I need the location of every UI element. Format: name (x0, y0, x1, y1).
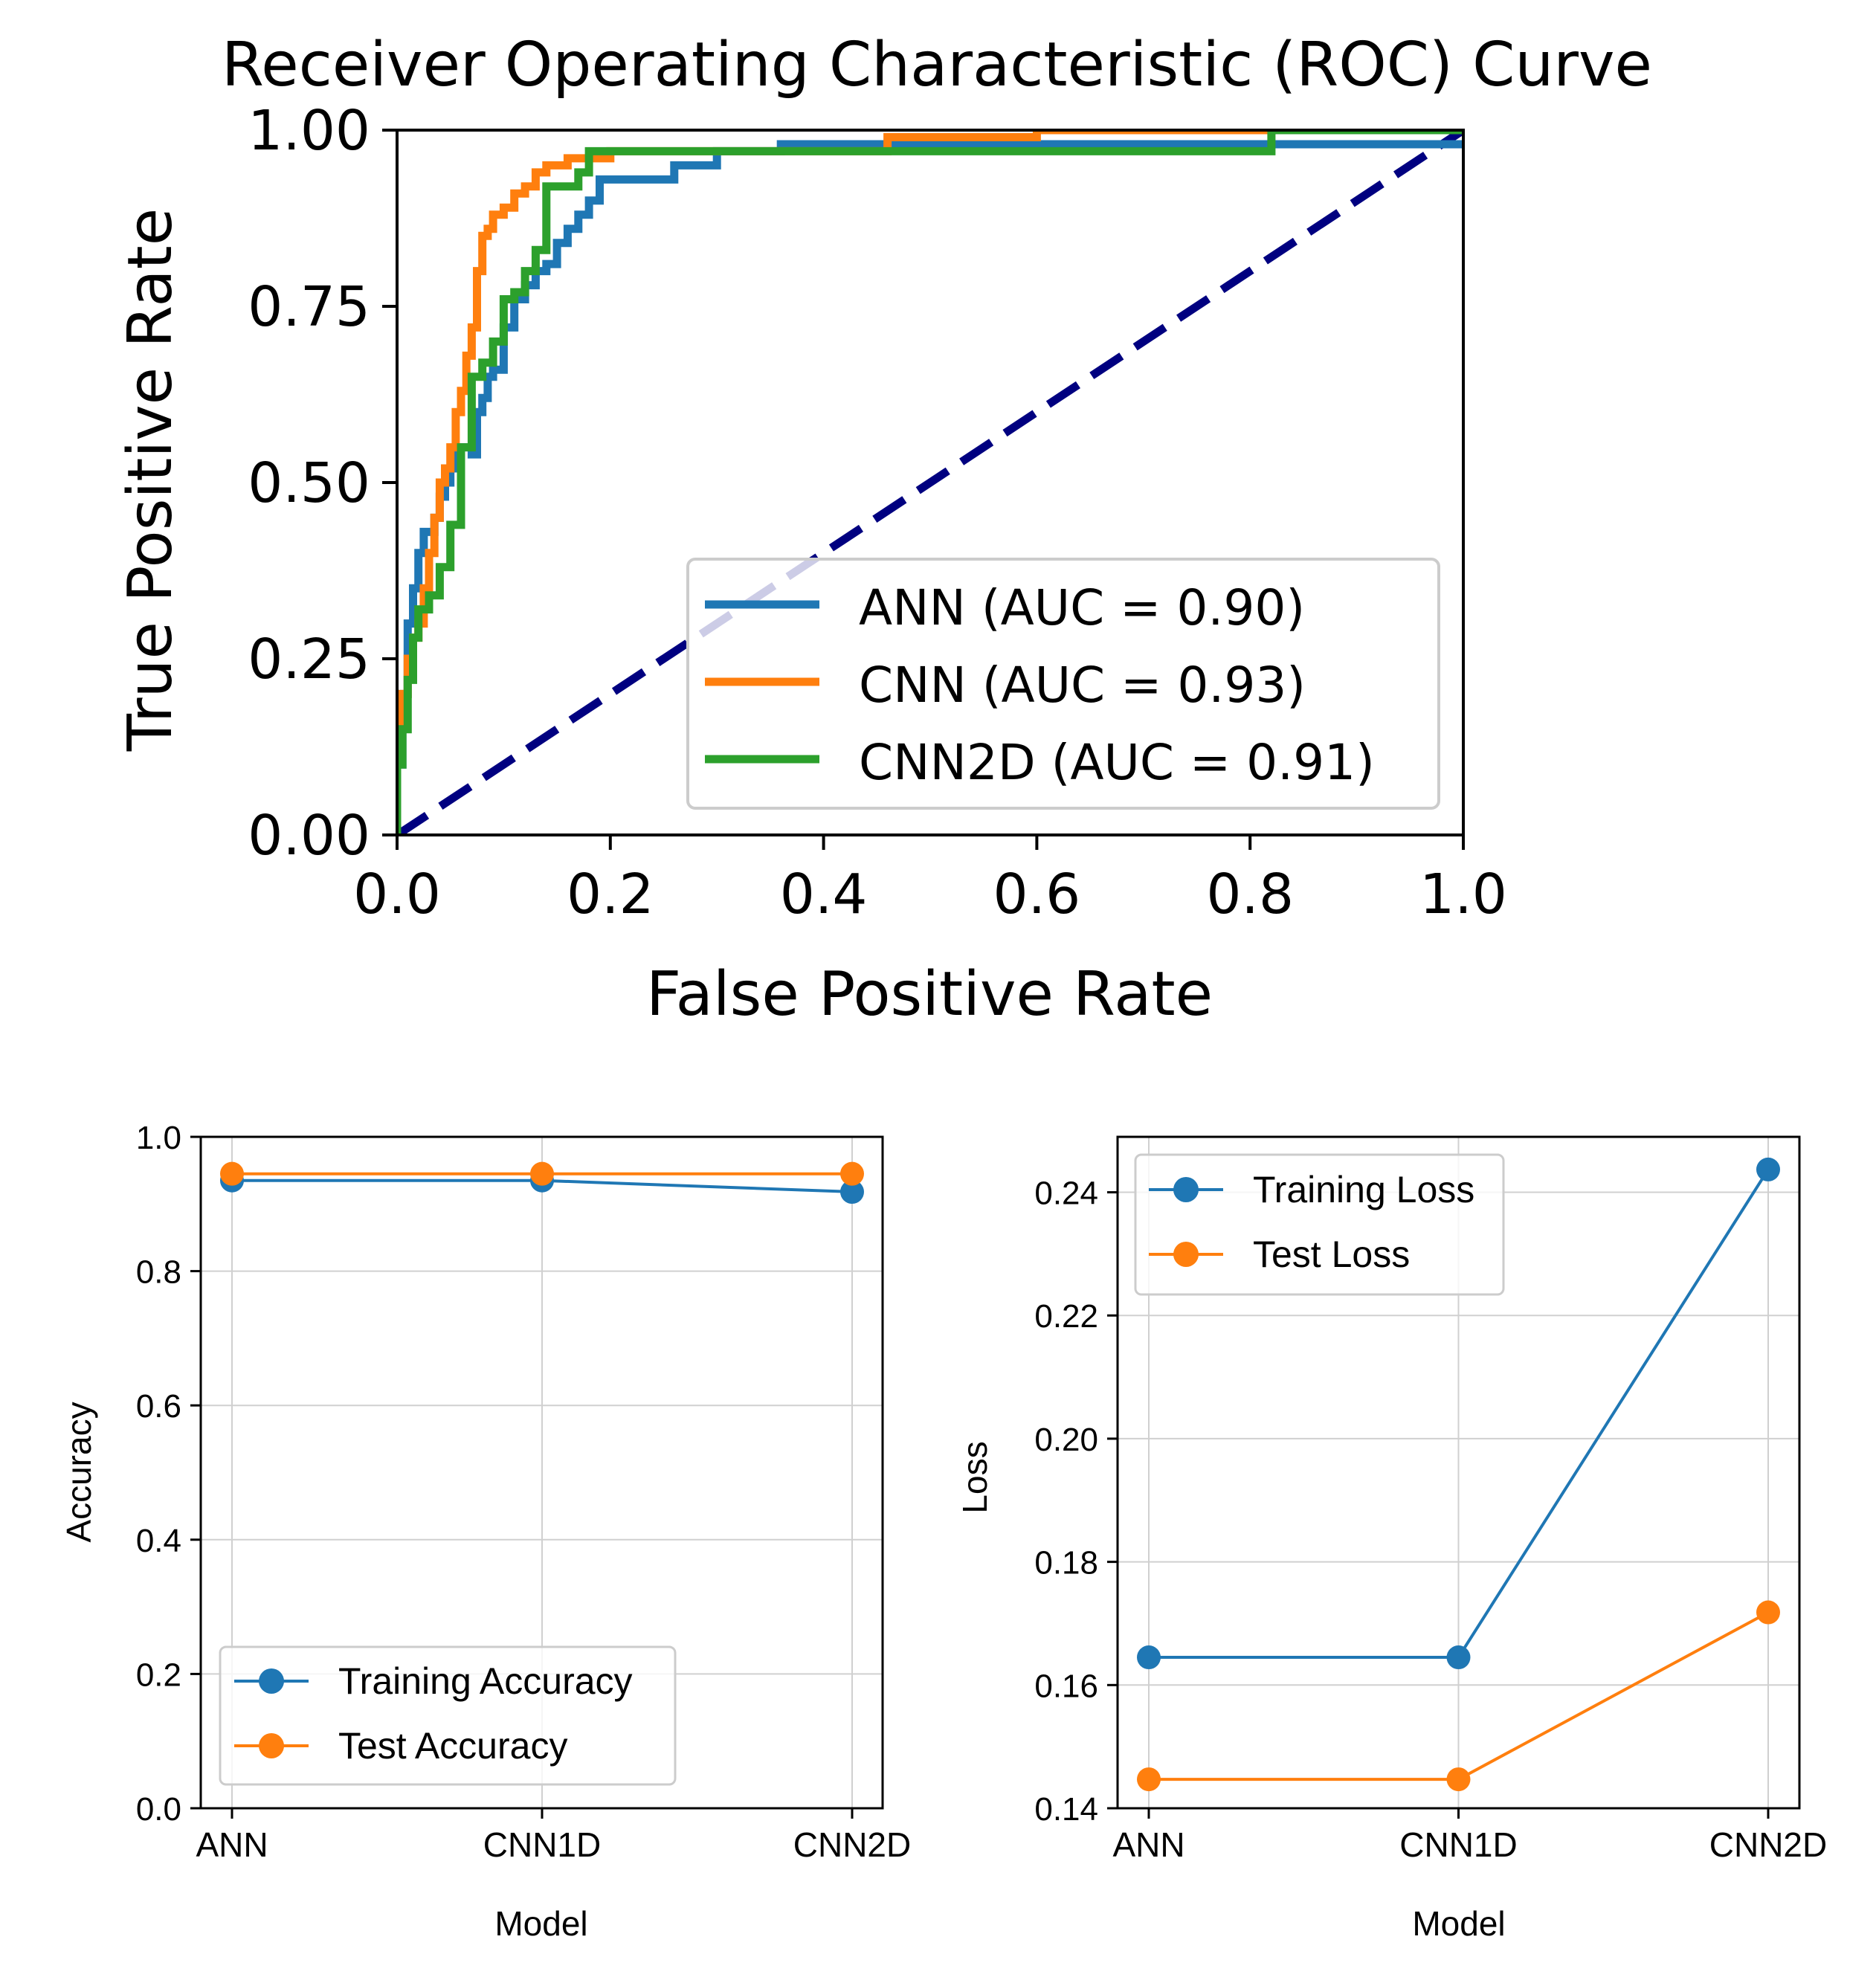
roc-legend-label-ann: ANN (AUC = 0.90) (859, 579, 1305, 636)
accuracy-legend-marker-train (259, 1668, 284, 1694)
loss-ytick-label: 0.18 (1034, 1545, 1098, 1581)
loss-ylabel: Loss (955, 1441, 994, 1513)
roc-series-cnn2d (397, 130, 1463, 835)
acc-ytick-label: 0.2 (136, 1657, 181, 1693)
roc-xtick-label: 0.2 (567, 862, 654, 926)
accuracy-legend-label-test: Test Accuracy (338, 1725, 567, 1767)
acc-xtick-label: ANN (196, 1825, 268, 1864)
roc-yticks: 0.00 0.25 0.50 0.75 1.00 (248, 99, 397, 868)
roc-plot-area (396, 129, 1465, 836)
accuracy-axes-frame (199, 1135, 884, 1810)
roc-legend-label-cnn2d: CNN2D (AUC = 0.91) (859, 734, 1375, 791)
roc-xtick-label: 1.0 (1419, 862, 1507, 926)
accuracy-ylabel: Accuracy (59, 1402, 98, 1542)
roc-ylabel: True Positive Rate (115, 208, 186, 752)
loss-ytick-label: 0.20 (1034, 1422, 1098, 1458)
loss-chart: 0.14 0.16 0.18 0.20 0.22 0.24 ANN CNN1D CNN2D M… (955, 1135, 1827, 1943)
accuracy-xlabel: Model (494, 1904, 587, 1943)
roc-xtick-label: 0.0 (353, 862, 441, 926)
roc-series-chance (397, 130, 1463, 835)
roc-xtick-label: 0.4 (780, 862, 868, 926)
loss-xlabel: Model (1412, 1904, 1505, 1943)
loss-xtick-label: CNN1D (1399, 1825, 1517, 1864)
acc-xtick-label: CNN2D (793, 1825, 911, 1864)
loss-point-test-loss (1756, 1600, 1780, 1625)
loss-lines (1137, 1157, 1780, 1792)
acc-ytick-label: 1.0 (136, 1120, 181, 1156)
roc-xtick-label: 0.6 (993, 862, 1081, 926)
acc-point-test-accuracy (220, 1161, 244, 1186)
acc-ytick-label: 0.4 (136, 1523, 181, 1559)
roc-xlabel: False Positive Rate (646, 959, 1213, 1030)
loss-legend-marker-train (1173, 1177, 1199, 1202)
roc-series-ann (397, 140, 1463, 835)
loss-legend-label-test: Test Loss (1253, 1234, 1410, 1275)
roc-xticks: 0.0 0.2 0.4 0.6 0.8 1.0 (353, 835, 1507, 926)
acc-point-test-accuracy (530, 1161, 554, 1186)
accuracy-legend-box (219, 1645, 677, 1786)
roc-legend-box (686, 558, 1440, 810)
accuracy-legend-marker-test (259, 1733, 284, 1758)
roc-ytick-label: 0.75 (248, 275, 370, 339)
roc-axes-frame (396, 129, 1465, 836)
loss-yticks: 0.14 0.16 0.18 0.20 0.22 0.24 (1034, 1176, 1118, 1828)
loss-xtick-label: ANN (1112, 1825, 1184, 1864)
loss-legend-label-train: Training Loss (1253, 1169, 1474, 1210)
accuracy-legend: Training Accuracy Test Accuracy (219, 1645, 677, 1786)
loss-legend-box (1134, 1153, 1505, 1296)
accuracy-yticks: 0.0 0.2 0.4 0.6 0.8 1.0 (136, 1120, 201, 1828)
loss-point-test-loss (1137, 1767, 1161, 1792)
roc-title: Receiver Operating Characteristic (ROC) … (222, 30, 1652, 100)
roc-ytick-label: 0.50 (248, 451, 370, 515)
roc-ytick-label: 0.00 (248, 804, 370, 868)
loss-point-test-loss (1446, 1767, 1471, 1792)
accuracy-lines (220, 1161, 864, 1205)
loss-point-training-loss (1137, 1645, 1161, 1670)
acc-xtick-label: CNN1D (483, 1825, 601, 1864)
roc-legend: ANN (AUC = 0.90) CNN (AUC = 0.93) CNN2D … (686, 558, 1440, 810)
loss-ytick-label: 0.22 (1034, 1298, 1098, 1335)
loss-ytick-label: 0.24 (1034, 1176, 1098, 1212)
loss-ytick-label: 0.16 (1034, 1668, 1098, 1704)
acc-ytick-label: 0.0 (136, 1791, 181, 1828)
roc-xtick-label: 0.8 (1206, 862, 1294, 926)
acc-ytick-label: 0.6 (136, 1388, 181, 1425)
accuracy-xticks: ANN CNN1D CNN2D (196, 1808, 911, 1864)
roc-ytick-label: 0.25 (248, 628, 370, 691)
loss-axes-frame (1116, 1135, 1801, 1810)
roc-chart: Receiver Operating Characteristic (ROC) … (115, 30, 1652, 1030)
accuracy-chart: 0.0 0.2 0.4 0.6 0.8 1.0 ANN CNN1D CNN2D Model A… (59, 1120, 911, 1943)
accuracy-legend-label-train: Training Accuracy (338, 1660, 633, 1702)
loss-legend-marker-test (1173, 1242, 1199, 1267)
roc-legend-label-cnn: CNN (AUC = 0.93) (859, 657, 1306, 714)
loss-ytick-label: 0.14 (1034, 1791, 1098, 1828)
loss-xtick-label: CNN2D (1709, 1825, 1827, 1864)
loss-xticks: ANN CNN1D CNN2D (1112, 1808, 1827, 1864)
loss-point-training-loss (1756, 1157, 1780, 1181)
loss-point-training-loss (1446, 1645, 1471, 1670)
acc-ytick-label: 0.8 (136, 1254, 181, 1291)
roc-ytick-label: 1.00 (248, 99, 370, 163)
acc-point-training-accuracy (840, 1180, 864, 1205)
loss-legend: Training Loss Test Loss (1134, 1153, 1505, 1296)
acc-point-test-accuracy (840, 1161, 864, 1186)
